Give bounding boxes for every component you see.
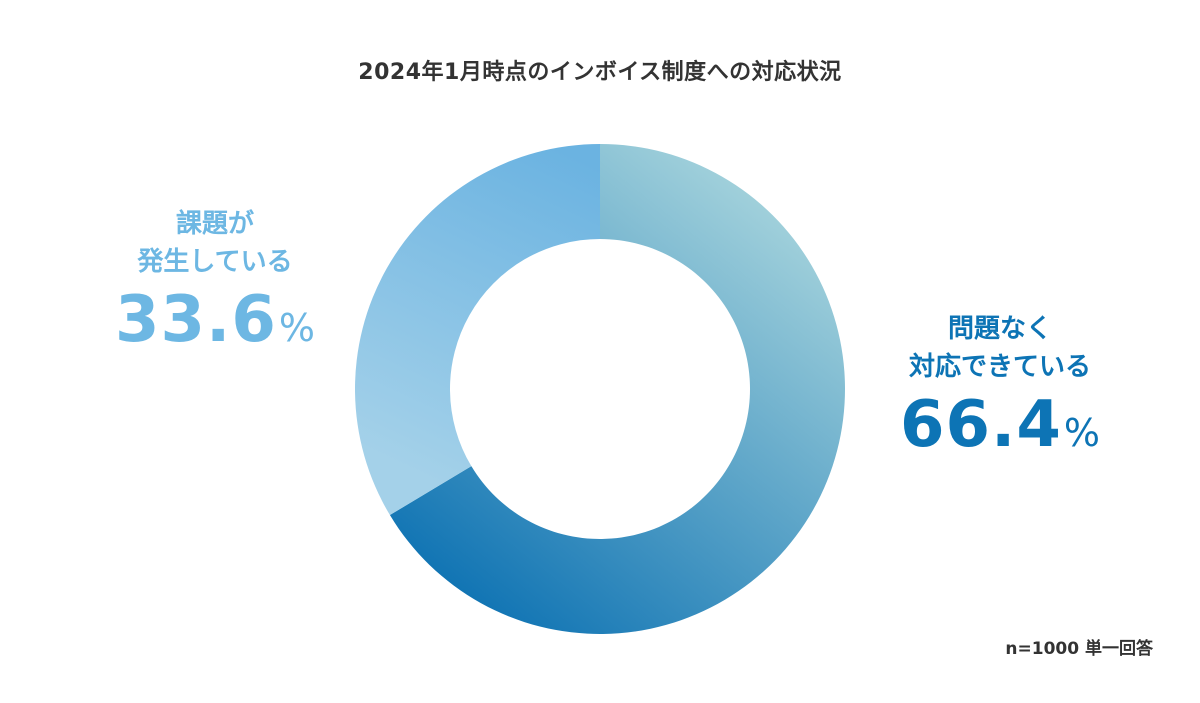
label-problem-free-line1: 問題なく — [947, 314, 1052, 344]
value-problem-free-unit: % — [1063, 411, 1100, 455]
slice-problem-free — [389, 144, 845, 634]
value-issues-unit: % — [278, 306, 315, 350]
slice-issues-occurred — [354, 144, 600, 516]
value-issues-occurred: 33.6% — [100, 285, 330, 371]
value-problem-free: 66.4% — [870, 390, 1130, 476]
label-problem-free-line2: 対応できている — [908, 352, 1091, 382]
label-problem-free: 問題なく 対応できている 66.4% — [870, 310, 1130, 476]
label-issues-line1: 課題が — [175, 209, 254, 239]
sample-note: n=1000 単一回答 — [1005, 639, 1153, 659]
label-issues-line2: 発生している — [137, 247, 293, 277]
value-problem-free-number: 66.4 — [899, 388, 1062, 462]
label-issues-occurred: 課題が 発生している 33.6% — [100, 205, 330, 371]
chart-title: 2024年1月時点のインボイス制度への対応状況 — [358, 60, 842, 85]
value-issues-number: 33.6 — [114, 283, 277, 357]
